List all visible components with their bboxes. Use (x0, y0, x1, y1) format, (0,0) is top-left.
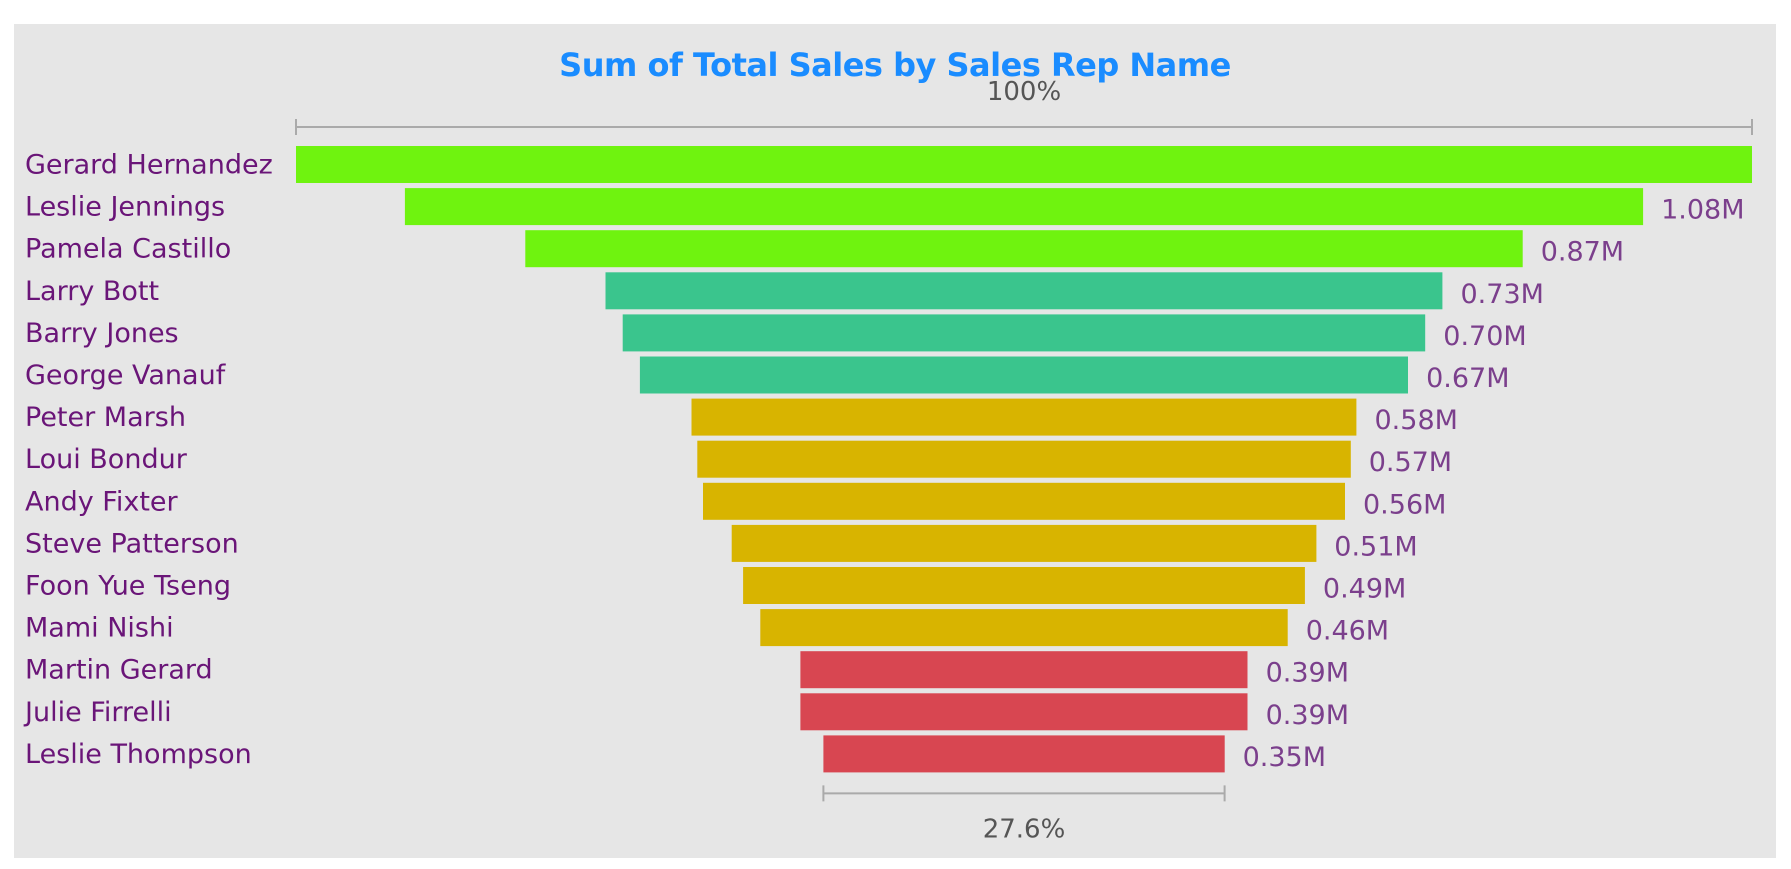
value-label: 0.39M (1266, 700, 1349, 731)
value-label: 0.58M (1375, 405, 1458, 436)
value-label: 0.73M (1461, 279, 1544, 310)
funnel-bar[interactable] (691, 398, 1357, 436)
top-percent-bracket (295, 119, 1753, 135)
funnel-bar[interactable] (800, 693, 1248, 731)
funnel-bar[interactable] (703, 482, 1345, 520)
funnel-chart: 100% 27.6% Gerard Hernandez Leslie Jenning… (23, 77, 1753, 844)
top-percent-label: 100% (987, 77, 1061, 107)
value-label: 0.56M (1363, 489, 1446, 520)
value-label: 1.08M (1661, 195, 1744, 226)
funnel-bar[interactable] (800, 651, 1248, 689)
funnel-bar[interactable] (622, 314, 1426, 352)
category-label: Andy Fixter (25, 486, 179, 517)
chart-title: Sum of Total Sales by Sales Rep Name (559, 46, 1231, 84)
funnel-bar[interactable] (760, 609, 1288, 647)
funnel-bar[interactable] (731, 524, 1317, 562)
category-label: Loui Bondur (25, 444, 188, 475)
chart-panel: Sum of Total Sales by Sales Rep Name 100… (14, 24, 1776, 858)
category-label: Peter Marsh (25, 402, 186, 433)
value-label: 0.67M (1426, 363, 1509, 394)
funnel-bar[interactable] (605, 272, 1443, 310)
bottom-percent-bracket (822, 785, 1226, 802)
value-label: 0.70M (1443, 321, 1526, 352)
funnel-bar[interactable] (525, 230, 1523, 268)
category-label: Mami Nishi (25, 613, 174, 644)
value-label: 0.39M (1266, 658, 1349, 689)
category-label: Foon Yue Tseng (25, 571, 231, 602)
category-label: Martin Gerard (25, 655, 213, 686)
category-label: Julie Firrelli (23, 697, 172, 728)
category-label: Steve Patterson (25, 528, 239, 559)
funnel-bar[interactable] (697, 440, 1351, 478)
category-label: George Vanauf (25, 360, 227, 391)
value-label: 0.87M (1541, 237, 1624, 268)
value-label: 0.51M (1334, 531, 1417, 562)
value-label: 0.57M (1369, 447, 1452, 478)
category-label: Leslie Thompson (25, 739, 252, 770)
category-label: Gerard Hernandez (25, 150, 273, 181)
category-label: Pamela Castillo (25, 234, 231, 265)
value-label: 0.35M (1243, 742, 1326, 773)
funnel-bar[interactable] (296, 146, 1752, 183)
value-label: 0.46M (1306, 616, 1389, 647)
category-label: Leslie Jennings (25, 192, 225, 223)
value-label: 0.49M (1323, 574, 1406, 605)
funnel-bar[interactable] (743, 567, 1305, 604)
funnel-bar[interactable] (823, 735, 1225, 773)
funnel-bar[interactable] (404, 188, 1644, 226)
funnel-bar[interactable] (639, 356, 1408, 394)
category-label: Barry Jones (25, 318, 179, 349)
bottom-percent-label: 27.6% (983, 814, 1066, 844)
category-label: Larry Bott (25, 276, 159, 307)
